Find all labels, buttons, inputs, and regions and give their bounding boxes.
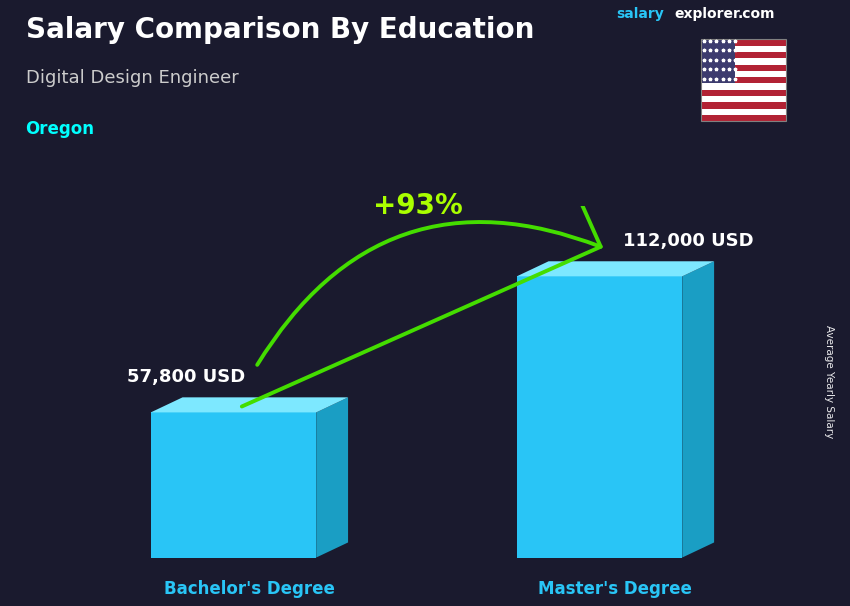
- Text: +93%: +93%: [373, 192, 463, 220]
- Polygon shape: [517, 276, 683, 558]
- FancyArrowPatch shape: [242, 0, 601, 407]
- Text: Master's Degree: Master's Degree: [539, 580, 693, 598]
- Bar: [701, 102, 786, 108]
- Text: .com: .com: [738, 7, 775, 21]
- Polygon shape: [683, 261, 714, 558]
- Text: 112,000 USD: 112,000 USD: [623, 232, 754, 250]
- Bar: [701, 84, 786, 90]
- Bar: [701, 71, 786, 77]
- Bar: [701, 115, 786, 121]
- Polygon shape: [150, 398, 348, 413]
- Text: salary: salary: [616, 7, 664, 21]
- Bar: [701, 77, 786, 84]
- Bar: [701, 90, 786, 96]
- Bar: [701, 39, 735, 84]
- Text: Salary Comparison By Education: Salary Comparison By Education: [26, 16, 534, 44]
- Bar: [701, 65, 786, 71]
- Bar: [701, 58, 786, 65]
- Bar: [701, 39, 786, 45]
- Text: Oregon: Oregon: [26, 120, 94, 138]
- Polygon shape: [517, 261, 714, 276]
- Text: explorer: explorer: [674, 7, 740, 21]
- Text: Average Yearly Salary: Average Yearly Salary: [824, 325, 834, 438]
- Text: Digital Design Engineer: Digital Design Engineer: [26, 69, 238, 87]
- Text: Bachelor's Degree: Bachelor's Degree: [164, 580, 335, 598]
- Bar: [701, 45, 786, 52]
- Polygon shape: [316, 398, 348, 558]
- Polygon shape: [150, 413, 316, 558]
- Bar: [701, 52, 786, 58]
- Bar: [701, 96, 786, 102]
- Text: 57,800 USD: 57,800 USD: [127, 368, 245, 386]
- Bar: [701, 108, 786, 115]
